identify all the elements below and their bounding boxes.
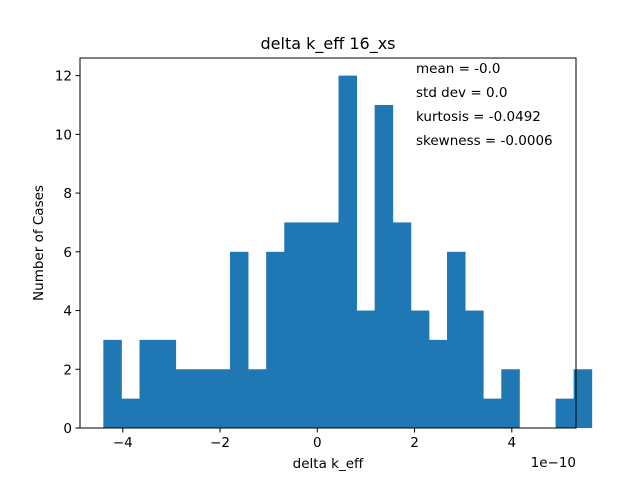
x-tick-label: 0 (313, 435, 322, 451)
stats-annotation: kurtosis = -0.0492 (416, 109, 541, 125)
y-axis-label: Number of Cases (31, 185, 47, 301)
y-tick-label: 6 (63, 245, 72, 261)
stats-annotation: std dev = 0.0 (416, 85, 507, 101)
histogram-bar (320, 222, 339, 428)
x-tick-label: −2 (210, 435, 230, 451)
histogram-bar (356, 310, 376, 428)
y-tick-label: 4 (63, 304, 72, 320)
histogram-bar (428, 339, 448, 428)
x-tick-label: 4 (508, 435, 517, 451)
histogram-bar (573, 369, 593, 428)
histogram-bar (392, 222, 412, 428)
histogram-bar (121, 398, 140, 428)
stats-annotation: skewness = -0.0006 (416, 133, 553, 149)
histogram-bar (211, 369, 231, 428)
y-tick-label: 12 (55, 69, 72, 85)
y-tick-label: 10 (55, 127, 72, 143)
histogram-bar (483, 398, 502, 428)
y-tick-label: 8 (63, 186, 72, 202)
x-tick-label: 2 (410, 435, 419, 451)
y-tick-label: 0 (63, 421, 72, 437)
histogram-bar (229, 251, 249, 428)
histogram-bar (175, 369, 195, 428)
histogram-bar (157, 339, 177, 428)
histogram-bar (374, 104, 394, 428)
histogram-bar (248, 369, 267, 428)
histogram-bar (465, 310, 484, 428)
histogram-bar (302, 222, 321, 428)
x-axis-offset-label: 1e−10 (531, 455, 576, 471)
stats-annotations: mean = -0.0 std dev = 0.0 kurtosis = -0.04… (416, 61, 553, 149)
histogram-bar (103, 339, 122, 428)
x-tick-label: −4 (113, 435, 133, 451)
histogram-bar (193, 369, 213, 428)
histogram-bar (410, 310, 430, 428)
histogram-bars (103, 75, 593, 429)
histogram-bar (501, 369, 520, 428)
histogram-bar (266, 251, 285, 428)
plot-frame (79, 57, 577, 429)
histogram-bar (284, 222, 303, 428)
chart-title: delta k_eff 16_xs (261, 34, 396, 54)
histogram-bar (338, 75, 357, 429)
histogram-bar (447, 251, 466, 428)
y-tick-label: 2 (63, 362, 72, 378)
histogram-bar (139, 339, 159, 428)
y-axis-ticks: 0 2 4 6 8 10 12 (55, 69, 80, 437)
x-axis-label: delta k_eff (293, 456, 364, 472)
x-axis-ticks: −4 −2 0 2 4 (113, 428, 516, 451)
stats-annotation: mean = -0.0 (416, 61, 501, 77)
histogram-bar (555, 398, 575, 428)
